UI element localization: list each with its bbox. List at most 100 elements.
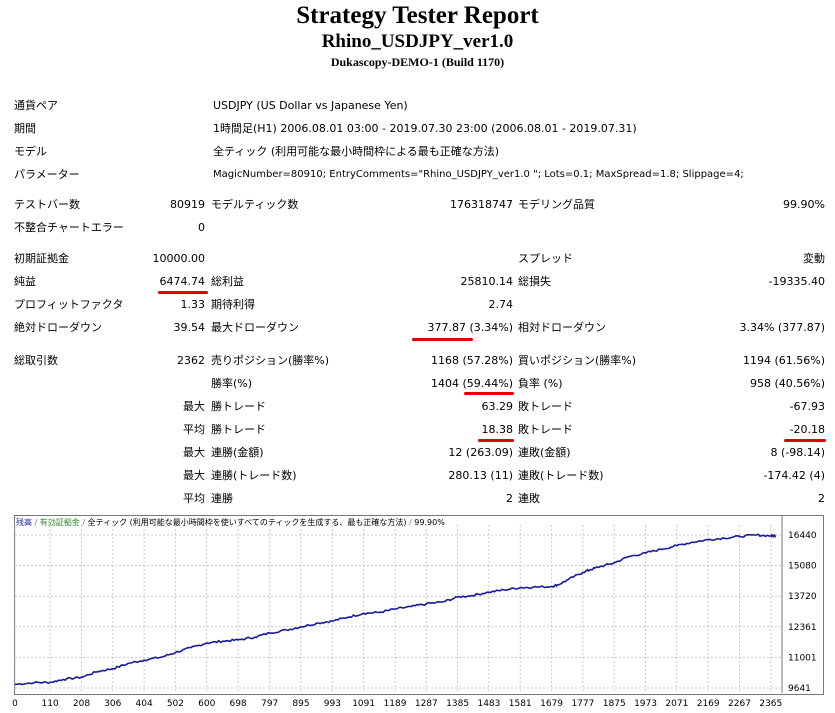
total-trades-label: 総取引数 <box>14 354 58 367</box>
max-drawdown-underline <box>412 338 473 341</box>
expert-name: Rhino_USDJPY_ver1.0 <box>321 31 514 52</box>
y-tick-label: 11001 <box>788 653 817 663</box>
avg-win-value: 18.38 <box>481 423 514 436</box>
quality-label: モデリング品質 <box>518 198 595 211</box>
report-title: Strategy Tester Report <box>296 2 539 29</box>
spread-label: スプレッド <box>518 252 573 265</box>
params-label: パラメーター <box>14 168 80 181</box>
x-tick-label: 404 <box>136 699 153 709</box>
consec-wins-money-label: 連勝(金額) <box>211 446 264 459</box>
short-positions-value: 1168 (57.28%) <box>430 354 513 367</box>
x-tick-label: 2267 <box>728 699 751 709</box>
legend-equity: 有効証拠金 <box>39 518 80 527</box>
quality-value: 99.90% <box>783 198 825 211</box>
x-tick-label: 600 <box>198 699 215 709</box>
legend-balance: 残高 <box>16 518 32 527</box>
largest-win-value: 63.29 <box>481 400 514 413</box>
x-tick-label: 1581 <box>509 699 532 709</box>
y-tick-label: 13720 <box>788 592 817 602</box>
x-tick-label: 993 <box>324 699 341 709</box>
avg-win-underline <box>478 439 514 442</box>
x-tick-label: 1091 <box>352 699 375 709</box>
x-tick-label: 698 <box>229 699 246 709</box>
params-value: MagicNumber=80910; EntryComments="Rhino_… <box>213 169 744 180</box>
consec-losses-money-label: 連敗(金額) <box>518 446 571 459</box>
largest-win-label: 勝トレード <box>211 400 266 413</box>
expected-payoff-label: 期待利得 <box>211 298 255 311</box>
consec-profit-label: 連勝(トレード数) <box>211 469 297 482</box>
net-profit-value: 6474.74 <box>159 275 206 288</box>
total-trades-value: 2362 <box>177 354 205 367</box>
consec-profit-value: 280.13 (11) <box>448 469 513 482</box>
loss-rate-label: 負率 (%) <box>518 377 563 390</box>
consec-loss-label: 連敗(トレード数) <box>518 469 604 482</box>
deposit-label: 初期証拠金 <box>14 252 69 265</box>
model-label: モデル <box>14 145 47 158</box>
largest-loss-value: -67.93 <box>789 400 825 413</box>
y-tick-label: 9641 <box>788 684 811 694</box>
testbars-label: テストバー数 <box>14 198 80 211</box>
avg-loss-label: 敗トレード <box>518 423 573 436</box>
y-tick-label: 16440 <box>788 531 817 541</box>
deposit-value: 10000.00 <box>152 252 206 265</box>
consec-losses-money-value: 8 (-98.14) <box>770 446 825 459</box>
ticks-label: モデルティック数 <box>211 198 299 211</box>
model-value: 全ティック (利用可能な最小時間枠による最も正確な方法) <box>213 145 500 158</box>
expected-payoff-value: 2.74 <box>488 298 514 311</box>
long-positions-label: 買いポジション(勝率%) <box>518 354 637 367</box>
max-drawdown-label: 最大ドローダウン <box>211 321 299 334</box>
x-tick-label: 2169 <box>697 699 720 709</box>
net-profit-underline <box>158 291 208 294</box>
abs-drawdown-label: 絶対ドローダウン <box>14 321 102 334</box>
symbol-label: 通貨ペア <box>14 99 58 112</box>
x-tick-label: 1875 <box>603 699 626 709</box>
profit-factor-value: 1.33 <box>180 298 206 311</box>
ticks-value: 176318747 <box>450 198 513 211</box>
max-prefix: 最大 <box>183 446 205 459</box>
x-tick-label: 0 <box>12 699 18 709</box>
x-tick-label: 2071 <box>665 699 688 709</box>
x-tick-label: 895 <box>292 699 309 709</box>
x-tick-label: 1189 <box>384 699 407 709</box>
balance-series-line <box>14 533 777 686</box>
max-drawdown-value: 377.87 (3.34%) <box>427 321 513 334</box>
rel-drawdown-label: 相対ドローダウン <box>518 321 606 334</box>
testbars-value: 80919 <box>170 198 205 211</box>
x-tick-label: 797 <box>261 699 278 709</box>
spread-value: 変動 <box>803 252 825 265</box>
mismatch-label: 不整合チャートエラー <box>14 221 124 234</box>
legend-quality: 99.90% <box>414 518 445 527</box>
x-tick-label: 2365 <box>759 699 782 709</box>
win-rate-underline <box>464 392 514 395</box>
abs-drawdown-value: 39.54 <box>173 321 206 334</box>
avg-consec-losses-label: 連敗 <box>518 492 540 505</box>
max-prefix: 最大 <box>183 400 205 413</box>
gross-profit-label: 総利益 <box>211 275 244 288</box>
server-build: Dukascopy-DEMO-1 (Build 1170) <box>330 55 505 69</box>
max-prefix: 最大 <box>183 469 205 482</box>
y-tick-label: 15080 <box>788 562 817 572</box>
x-tick-label: 1385 <box>446 699 469 709</box>
x-tick-label: 208 <box>73 699 90 709</box>
x-tick-label: 502 <box>167 699 184 709</box>
consec-loss-value: -174.42 (4) <box>763 469 825 482</box>
x-tick-label: 1973 <box>634 699 657 709</box>
long-positions-value: 1194 (61.56%) <box>742 354 825 367</box>
win-rate-label: 勝率(%) <box>211 377 253 390</box>
avg-loss-underline <box>784 439 826 442</box>
profit-factor-label: プロフィットファクタ <box>14 298 124 311</box>
consec-wins-money-value: 12 (263.09) <box>448 446 513 459</box>
gross-loss-value: -19335.40 <box>768 275 825 288</box>
period-label: 期間 <box>14 122 36 135</box>
y-tick-label: 12361 <box>788 623 817 633</box>
largest-loss-label: 敗トレード <box>518 400 573 413</box>
rel-drawdown-value: 3.34% (377.87) <box>739 321 825 334</box>
x-tick-label: 1483 <box>477 699 500 709</box>
avg-consec-losses-value: 2 <box>818 492 825 505</box>
avg-win-label: 勝トレード <box>211 423 266 436</box>
short-positions-label: 売りポジション(勝率%) <box>211 354 330 367</box>
avg-consec-wins-value: 2 <box>506 492 513 505</box>
avg-prefix: 平均 <box>183 492 205 505</box>
x-tick-label: 110 <box>42 699 59 709</box>
